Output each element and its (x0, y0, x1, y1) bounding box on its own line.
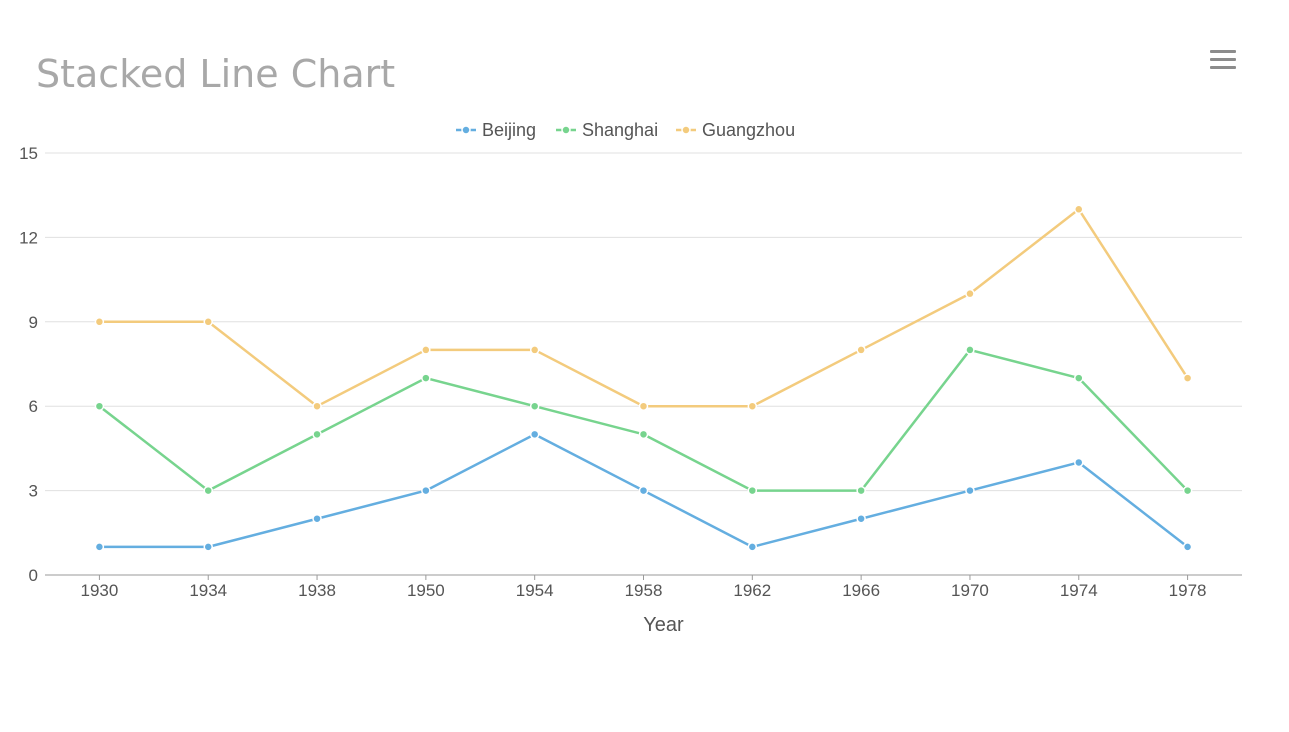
grid-lines (45, 152, 1242, 492)
x-tick-label: 1950 (407, 581, 445, 600)
data-point[interactable] (203, 542, 213, 552)
x-tick-label: 1970 (951, 581, 989, 600)
legend-marker (681, 125, 691, 135)
data-point[interactable] (965, 288, 975, 299)
data-point[interactable] (747, 401, 758, 411)
y-tick-label: 15 (19, 144, 38, 163)
y-tick-label: 6 (29, 397, 38, 416)
series-line (98, 348, 1189, 492)
data-point[interactable] (312, 401, 322, 411)
data-point[interactable] (529, 401, 540, 411)
x-tick-label: 1966 (842, 581, 880, 600)
data-point[interactable] (638, 485, 649, 496)
data-point[interactable] (1182, 542, 1193, 552)
legend-marker (561, 125, 571, 135)
series-guangzhou (94, 204, 1193, 411)
hamburger-menu-icon[interactable] (1210, 50, 1236, 72)
data-point[interactable] (421, 485, 431, 496)
data-point[interactable] (1074, 457, 1084, 468)
x-tick-label: 1962 (733, 581, 771, 600)
legend-item-guangzhou[interactable]: Guangzhou (676, 120, 795, 140)
data-point[interactable] (856, 485, 866, 496)
x-tick-label: 1954 (516, 581, 554, 600)
legend-marker (461, 125, 471, 135)
data-point[interactable] (965, 345, 975, 355)
x-tick-label: 1958 (625, 581, 663, 600)
series-beijing (94, 429, 1193, 552)
data-point[interactable] (1182, 485, 1193, 496)
series-line (99, 208, 1189, 408)
y-tick-label: 0 (29, 566, 38, 585)
x-tick-label: 1974 (1060, 581, 1098, 600)
data-point[interactable] (203, 485, 213, 496)
x-tick-label: 1978 (1169, 581, 1207, 600)
data-point[interactable] (638, 429, 649, 440)
data-point[interactable] (94, 317, 105, 327)
y-tick-label: 9 (29, 313, 38, 332)
legend-label: Guangzhou (702, 120, 795, 140)
legend-item-beijing[interactable]: Beijing (456, 120, 536, 140)
data-point[interactable] (1182, 373, 1193, 383)
series-group (94, 204, 1193, 552)
y-tick-label: 12 (19, 228, 38, 247)
x-tick-label: 1934 (189, 581, 227, 600)
data-point[interactable] (529, 429, 540, 440)
series-shanghai (94, 345, 1193, 496)
data-point[interactable] (856, 513, 866, 524)
legend: Beijing Shanghai Guangzhou (456, 120, 795, 140)
data-point[interactable] (965, 485, 975, 496)
y-axis: 0 3 6 9 12 15 (19, 144, 38, 585)
x-tick-label: 1938 (298, 581, 336, 600)
data-point[interactable] (312, 429, 322, 440)
data-point[interactable] (529, 345, 540, 355)
legend-label: Beijing (482, 120, 536, 140)
chart-title: Stacked Line Chart (36, 52, 396, 96)
x-axis-label: Year (643, 614, 684, 636)
data-point[interactable] (421, 345, 431, 355)
x-tick-label: 1930 (80, 581, 118, 600)
data-point[interactable] (203, 317, 213, 327)
x-axis: 1930 1934 1938 1950 1954 1958 1962 1966 1970 1974… (45, 574, 1242, 600)
legend-item-shanghai[interactable]: Shanghai (556, 120, 658, 140)
data-point[interactable] (747, 542, 758, 552)
legend-label: Shanghai (582, 120, 658, 140)
data-point[interactable] (1074, 204, 1084, 215)
data-point[interactable] (747, 485, 758, 496)
data-point[interactable] (856, 345, 866, 355)
data-point[interactable] (94, 542, 105, 552)
data-point[interactable] (312, 513, 322, 524)
data-point[interactable] (1074, 373, 1084, 383)
data-point[interactable] (421, 373, 431, 383)
data-point[interactable] (638, 401, 649, 411)
data-point[interactable] (94, 401, 105, 411)
y-tick-label: 3 (29, 482, 38, 501)
